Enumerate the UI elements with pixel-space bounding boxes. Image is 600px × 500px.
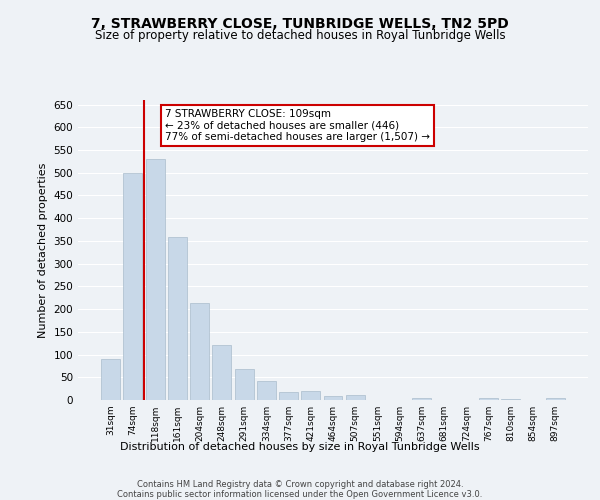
- Text: Distribution of detached houses by size in Royal Tunbridge Wells: Distribution of detached houses by size …: [120, 442, 480, 452]
- Bar: [502, 398, 520, 400]
- Bar: [124, 172, 142, 400]
- Bar: [212, 344, 231, 400]
- Text: Size of property relative to detached houses in Royal Tunbridge Wells: Size of property relative to detached ho…: [95, 29, 505, 42]
- Bar: [479, 398, 498, 400]
- Bar: [279, 392, 298, 400]
- Bar: [346, 395, 365, 400]
- Bar: [235, 369, 254, 400]
- Bar: [190, 303, 209, 400]
- Bar: [101, 359, 120, 400]
- Bar: [168, 238, 187, 400]
- Bar: [323, 396, 343, 400]
- Text: 7, STRAWBERRY CLOSE, TUNBRIDGE WELLS, TN2 5PD: 7, STRAWBERRY CLOSE, TUNBRIDGE WELLS, TN…: [91, 18, 509, 32]
- Bar: [146, 159, 164, 400]
- Bar: [301, 391, 320, 400]
- Y-axis label: Number of detached properties: Number of detached properties: [38, 162, 48, 338]
- Bar: [546, 398, 565, 400]
- Bar: [257, 381, 276, 400]
- Text: Contains HM Land Registry data © Crown copyright and database right 2024.
Contai: Contains HM Land Registry data © Crown c…: [118, 480, 482, 500]
- Bar: [412, 398, 431, 400]
- Text: 7 STRAWBERRY CLOSE: 109sqm
← 23% of detached houses are smaller (446)
77% of sem: 7 STRAWBERRY CLOSE: 109sqm ← 23% of deta…: [164, 109, 430, 142]
